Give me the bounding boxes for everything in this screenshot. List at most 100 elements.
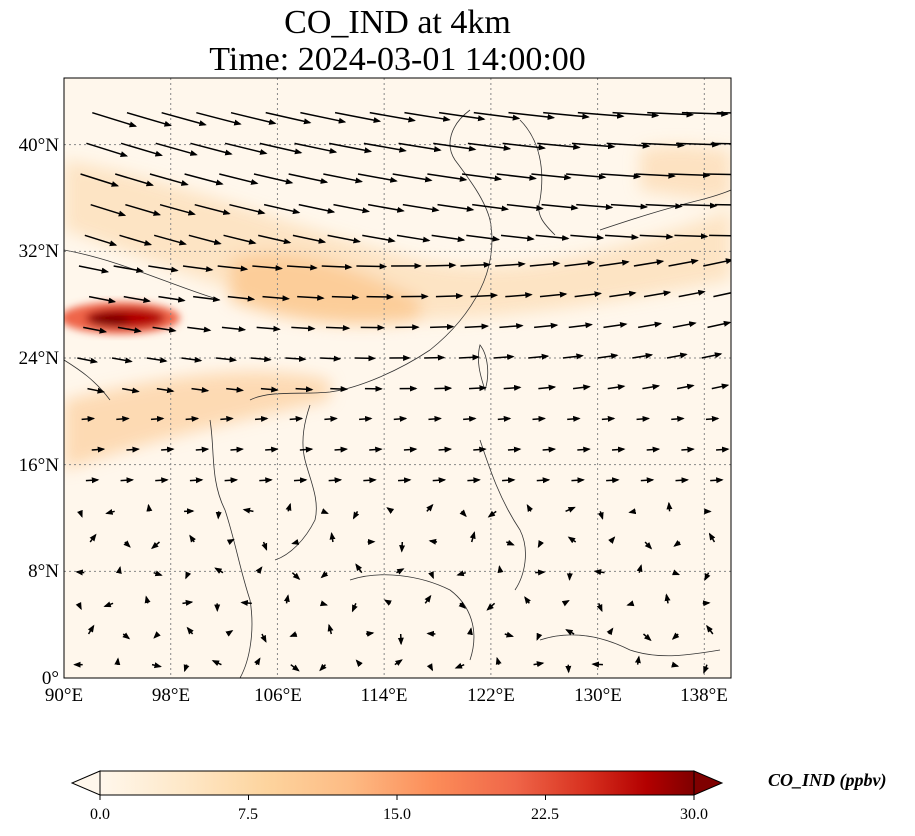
wind-arrow	[196, 111, 242, 126]
wind-arrow	[543, 111, 590, 120]
wind-arrow	[426, 630, 436, 637]
wind-arrow	[674, 233, 709, 240]
wind-arrow	[596, 603, 603, 613]
wind-arrow	[113, 265, 144, 274]
colorbar-label: CO_IND (ppbv)	[768, 770, 887, 790]
wind-arrow	[606, 627, 614, 636]
wind-arrow	[454, 662, 465, 669]
wind-arrow	[680, 202, 718, 209]
wind-arrow	[148, 265, 179, 273]
wind-arrow	[259, 477, 273, 484]
wind-arrow	[599, 259, 630, 267]
wind-arrow	[644, 541, 653, 550]
wind-arrow	[611, 446, 626, 453]
wind-arrow	[537, 540, 544, 549]
lon-tick-label: 122°E	[467, 685, 515, 706]
wind-arrow	[610, 203, 649, 210]
wind-arrow	[182, 265, 214, 273]
wind-arrow	[149, 173, 189, 186]
wind-arrow	[708, 532, 716, 543]
wind-arrow	[537, 142, 581, 150]
wind-arrow	[508, 111, 556, 120]
wind-arrow	[226, 386, 244, 393]
wind-arrow	[150, 415, 165, 422]
wind-arrow	[639, 233, 674, 240]
wind-arrow	[463, 415, 477, 422]
wind-arrow	[472, 203, 510, 212]
wind-arrow	[87, 624, 95, 635]
lon-tick-label: 138°E	[680, 685, 728, 706]
wind-vectors	[73, 110, 731, 674]
wind-arrow	[117, 326, 142, 334]
wind-arrow	[603, 321, 628, 329]
wind-arrow	[288, 173, 329, 184]
wind-arrow	[92, 111, 138, 128]
wind-arrow	[85, 477, 100, 484]
wind-arrow	[439, 111, 486, 122]
wind-arrow	[221, 326, 247, 333]
wind-arrow	[123, 540, 131, 548]
wind-arrow	[507, 446, 522, 453]
wind-arrow	[211, 660, 222, 667]
wind-arrow	[705, 415, 720, 422]
wind-arrow	[434, 385, 453, 392]
wind-arrow	[497, 415, 512, 422]
wind-arrow	[75, 569, 85, 576]
wind-arrow	[190, 142, 233, 156]
colorbar-extend-low	[70, 770, 101, 796]
wind-arrow	[566, 173, 607, 180]
wind-arrow	[499, 323, 524, 330]
wind-arrow	[258, 234, 292, 245]
wind-arrow	[352, 510, 360, 520]
wind-arrow	[570, 234, 605, 241]
wind-arrow	[567, 536, 577, 544]
wind-arrow	[571, 142, 616, 150]
wind-arrow	[215, 356, 238, 363]
wind-arrow	[87, 387, 106, 394]
wind-arrow	[468, 385, 487, 392]
wind-arrow	[608, 536, 616, 544]
wind-arrow	[185, 571, 192, 580]
wind-arrow	[386, 507, 395, 514]
wind-arrow	[126, 111, 172, 127]
wind-arrow	[357, 173, 398, 183]
wind-arrow	[460, 261, 492, 268]
wind-arrow	[461, 173, 503, 182]
wind-arrow	[355, 563, 363, 574]
wind-arrow	[122, 387, 140, 394]
wind-arrow	[433, 142, 477, 152]
wind-arrow	[260, 386, 279, 393]
wind-arrow	[464, 323, 490, 330]
wind-arrow	[473, 446, 487, 453]
wind-arrow	[229, 203, 266, 215]
wind-arrow	[214, 567, 224, 574]
wind-arrow	[289, 631, 298, 637]
wind-arrow	[105, 508, 115, 515]
wind-arrow	[562, 353, 584, 360]
colorbar-tick-label: 15.0	[383, 806, 411, 823]
wind-arrow	[473, 111, 521, 121]
wind-arrow	[503, 384, 522, 391]
wind-arrow	[601, 415, 616, 422]
wind-arrow	[327, 623, 334, 635]
wind-arrow	[564, 260, 596, 267]
wind-arrow	[294, 142, 338, 154]
wind-arrow	[151, 541, 160, 550]
wind-arrow	[120, 477, 135, 484]
wind-arrow	[153, 631, 161, 639]
wind-arrow	[185, 415, 200, 422]
wind-arrow	[495, 261, 526, 268]
wind-arrow	[319, 663, 327, 672]
wind-arrow	[671, 632, 680, 640]
colorbar-tick-label: 7.5	[238, 806, 258, 823]
wind-arrow	[500, 234, 535, 242]
wind-arrow	[670, 172, 711, 179]
wind-arrow	[146, 357, 168, 364]
lon-tick-label: 114°E	[360, 685, 408, 706]
wind-arrow	[702, 600, 711, 607]
wind-arrow	[496, 173, 537, 181]
wind-arrow	[77, 357, 99, 364]
wind-arrow	[428, 538, 438, 545]
wind-arrow	[536, 632, 543, 641]
lat-tick-label: 24°N	[18, 348, 59, 369]
